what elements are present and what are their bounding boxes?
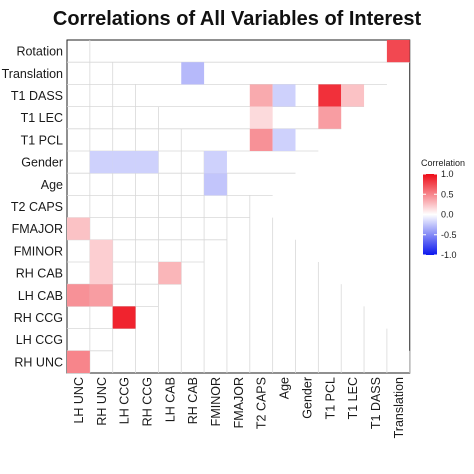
- y-tick-label: Gender: [21, 156, 63, 170]
- heatmap-cell: [67, 284, 90, 307]
- y-tick-label: T2 CAPS: [11, 200, 63, 214]
- heatmap-cell: [249, 106, 273, 129]
- x-tick-label: FMINOR: [209, 377, 223, 426]
- x-tick-label: RH UNC: [95, 377, 109, 426]
- x-tick-label: Gender: [300, 377, 314, 419]
- x-tick-label: RH CCG: [140, 377, 154, 426]
- x-tick-label: LH CAB: [163, 377, 177, 422]
- heatmap-cell: [181, 62, 205, 85]
- legend-tick-label: -1.0: [441, 250, 457, 260]
- y-tick-label: RH CAB: [16, 267, 63, 281]
- x-tick-label: LH CCG: [118, 377, 132, 424]
- heatmap-cell: [67, 217, 90, 240]
- heatmap-cell: [112, 151, 136, 174]
- y-tick-label: T1 PCL: [21, 133, 63, 147]
- legend-tick-label: 0.5: [441, 189, 454, 199]
- heatmap-cell: [318, 84, 342, 107]
- y-tick-label: RH UNC: [14, 355, 63, 369]
- y-tick-label: LH CCG: [16, 333, 63, 347]
- heatmap-cell: [341, 84, 365, 107]
- heatmap-cell: [272, 84, 296, 107]
- x-tick-label: T2 CAPS: [255, 377, 269, 429]
- legend-title: Correlation: [421, 158, 465, 168]
- y-tick-label: FMAJOR: [12, 222, 63, 236]
- x-tick-label: T1 DASS: [369, 377, 383, 429]
- heatmap-cell: [272, 128, 296, 151]
- x-tick-label: T1 PCL: [323, 377, 337, 419]
- heatmap-cell: [67, 350, 90, 373]
- heatmap-cell: [135, 151, 159, 174]
- heatmap-cell: [204, 151, 227, 174]
- y-tick-label: RH CCG: [14, 311, 63, 325]
- heatmap-cell: [158, 262, 182, 285]
- y-tick-label: T1 DASS: [11, 89, 63, 103]
- x-tick-label: LH UNC: [72, 377, 86, 424]
- heatmap-cell: [318, 106, 342, 129]
- heatmap-cell: [89, 151, 113, 174]
- y-tick-label: Rotation: [16, 45, 63, 59]
- x-tick-label: Age: [278, 377, 292, 399]
- legend-colorbar: [423, 174, 437, 255]
- x-tick-label: Translation: [392, 377, 406, 438]
- heatmap-cell: [89, 239, 113, 262]
- y-tick-label: FMINOR: [14, 244, 63, 258]
- heatmap-cell: [112, 306, 136, 329]
- heatmap-cell: [249, 84, 273, 107]
- legend-tick-label: 1.0: [441, 169, 454, 179]
- x-tick-label: FMAJOR: [232, 377, 246, 428]
- legend-tick-label: -0.5: [441, 230, 457, 240]
- y-tick-label: Age: [41, 178, 63, 192]
- chart-title: Correlations of All Variables of Interes…: [52, 8, 422, 30]
- legend-tick-label: 0.0: [441, 210, 454, 220]
- heatmap-cell: [89, 262, 113, 285]
- heatmap-cell: [249, 128, 273, 151]
- heatmap-cell: [204, 173, 227, 196]
- heatmap-cell: [386, 40, 410, 63]
- y-tick-label: T1 LEC: [21, 111, 63, 125]
- y-tick-label: LH CAB: [18, 289, 63, 303]
- y-tick-label: Translation: [2, 67, 63, 81]
- x-tick-label: RH CAB: [186, 377, 200, 424]
- heatmap-cell: [89, 284, 113, 307]
- x-tick-label: T1 LEC: [346, 377, 360, 419]
